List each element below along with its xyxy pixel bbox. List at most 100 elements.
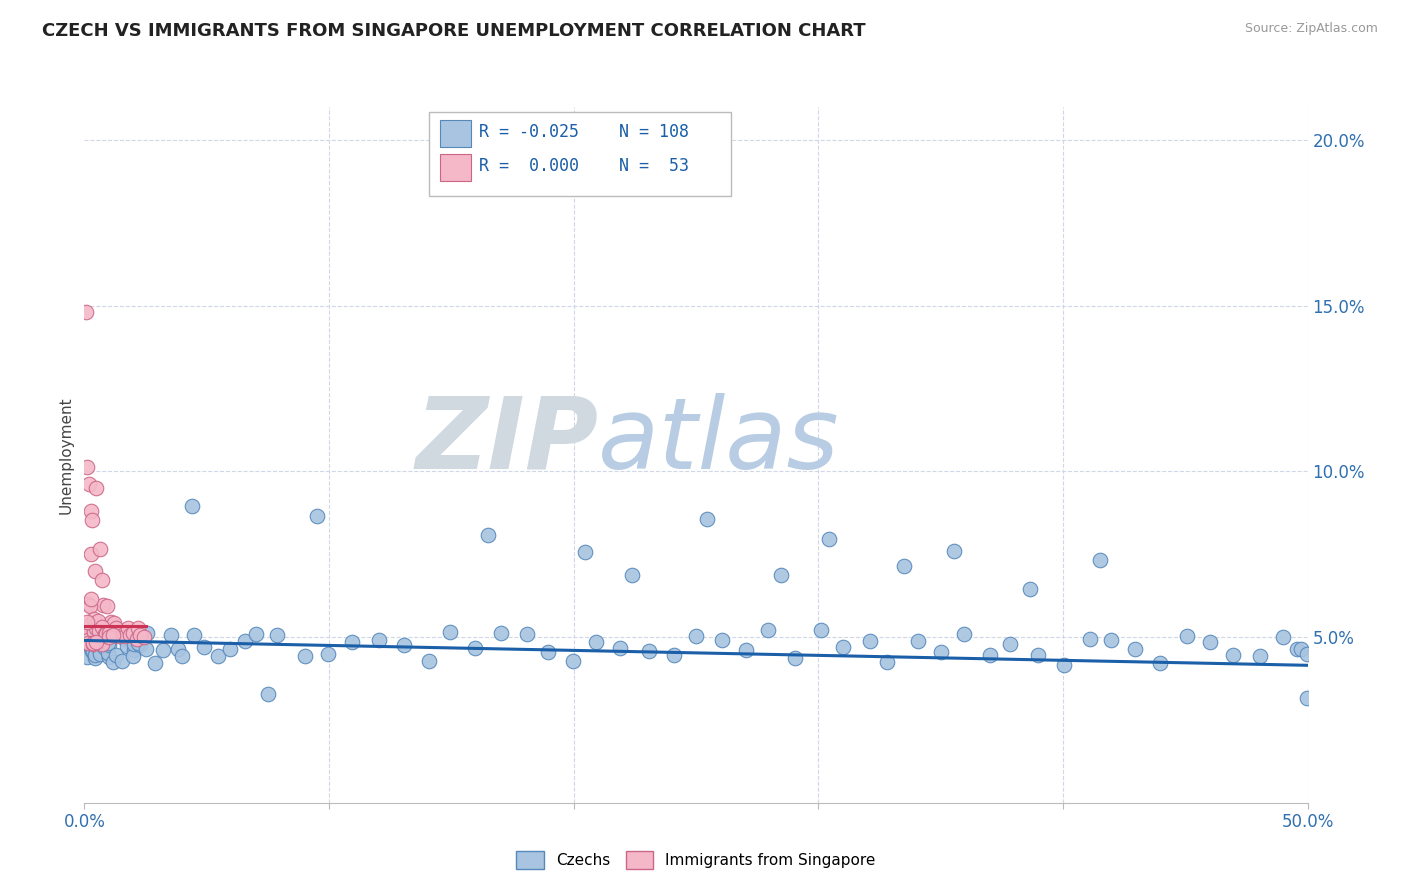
Point: [128, 638, 150, 652]
Point: [93, 627, 115, 641]
Point: [82, 637, 104, 651]
Point: [80, 624, 103, 639]
Point: [585, 634, 607, 648]
Point: [101, 628, 124, 642]
Legend: Czechs, Immigrants from Singapore: Czechs, Immigrants from Singapore: [510, 846, 882, 875]
Point: [79, 599, 101, 614]
Point: [79, 547, 101, 561]
Point: [77, 620, 100, 634]
Point: [87, 624, 110, 639]
Point: [112, 627, 135, 641]
Point: [89, 644, 111, 658]
Point: [1286, 642, 1309, 657]
Point: [93, 632, 115, 647]
Point: [90, 637, 112, 651]
Point: [929, 644, 952, 658]
Point: [893, 559, 915, 574]
Point: [105, 628, 128, 642]
Point: [91, 635, 114, 649]
Point: [120, 628, 142, 642]
Point: [125, 632, 148, 646]
Point: [97, 638, 120, 652]
Point: [1175, 629, 1198, 643]
Point: [574, 545, 596, 559]
Point: [127, 621, 149, 635]
Point: [160, 627, 183, 641]
Point: [124, 643, 146, 657]
Point: [464, 641, 486, 656]
Point: [1249, 649, 1271, 664]
Point: [76, 459, 98, 474]
Point: [82, 622, 104, 636]
Point: [127, 636, 149, 650]
Point: [89, 542, 111, 557]
Point: [340, 635, 363, 649]
Point: [84, 648, 107, 662]
Point: [104, 621, 127, 635]
Point: [79, 592, 101, 607]
Point: [114, 629, 136, 643]
Point: [818, 532, 841, 546]
Point: [810, 624, 832, 638]
Point: [193, 640, 215, 655]
Point: [1123, 642, 1146, 657]
Text: atlas: atlas: [598, 392, 839, 490]
Text: R =  0.000: R = 0.000: [479, 157, 579, 175]
Point: [122, 648, 145, 663]
Point: [80, 615, 103, 630]
Point: [111, 654, 134, 668]
Point: [76, 635, 98, 649]
Point: [97, 630, 120, 644]
Point: [942, 544, 965, 558]
Point: [84, 621, 107, 635]
Point: [859, 634, 882, 648]
Point: [97, 625, 120, 640]
Point: [1291, 641, 1313, 656]
Point: [77, 636, 100, 650]
Point: [128, 628, 150, 642]
Point: [97, 624, 120, 639]
Point: [876, 656, 898, 670]
Point: [76, 615, 98, 629]
Point: [711, 632, 734, 647]
Point: [368, 632, 391, 647]
Point: [79, 640, 101, 654]
Point: [84, 481, 107, 495]
Point: [477, 528, 499, 542]
Point: [1149, 657, 1171, 671]
Point: [115, 640, 138, 654]
Point: [953, 626, 976, 640]
Point: [93, 640, 115, 654]
Point: [84, 646, 107, 660]
Point: [294, 649, 316, 664]
Point: [1199, 635, 1222, 649]
Point: [621, 568, 644, 582]
Point: [86, 614, 108, 628]
Point: [82, 643, 104, 657]
Point: [135, 642, 157, 657]
Point: [75, 305, 97, 319]
Point: [1088, 553, 1111, 567]
Point: [734, 643, 756, 657]
Point: [219, 642, 242, 657]
Point: [1026, 648, 1049, 662]
Point: [266, 628, 288, 642]
Point: [783, 651, 806, 665]
Text: Source: ZipAtlas.com: Source: ZipAtlas.com: [1244, 22, 1378, 36]
Point: [90, 620, 112, 634]
Point: [80, 504, 103, 518]
Point: [96, 599, 118, 613]
Point: [82, 513, 104, 527]
Point: [1052, 657, 1074, 672]
Point: [180, 499, 202, 513]
Point: [93, 598, 115, 612]
Point: [307, 508, 329, 523]
Point: [979, 648, 1001, 662]
Point: [418, 654, 440, 668]
Point: [117, 621, 139, 635]
Point: [1296, 647, 1319, 661]
Point: [76, 650, 98, 665]
Point: [1295, 691, 1317, 706]
Point: [87, 634, 110, 648]
Text: CZECH VS IMMIGRANTS FROM SINGAPORE UNEMPLOYMENT CORRELATION CHART: CZECH VS IMMIGRANTS FROM SINGAPORE UNEMP…: [42, 22, 866, 40]
